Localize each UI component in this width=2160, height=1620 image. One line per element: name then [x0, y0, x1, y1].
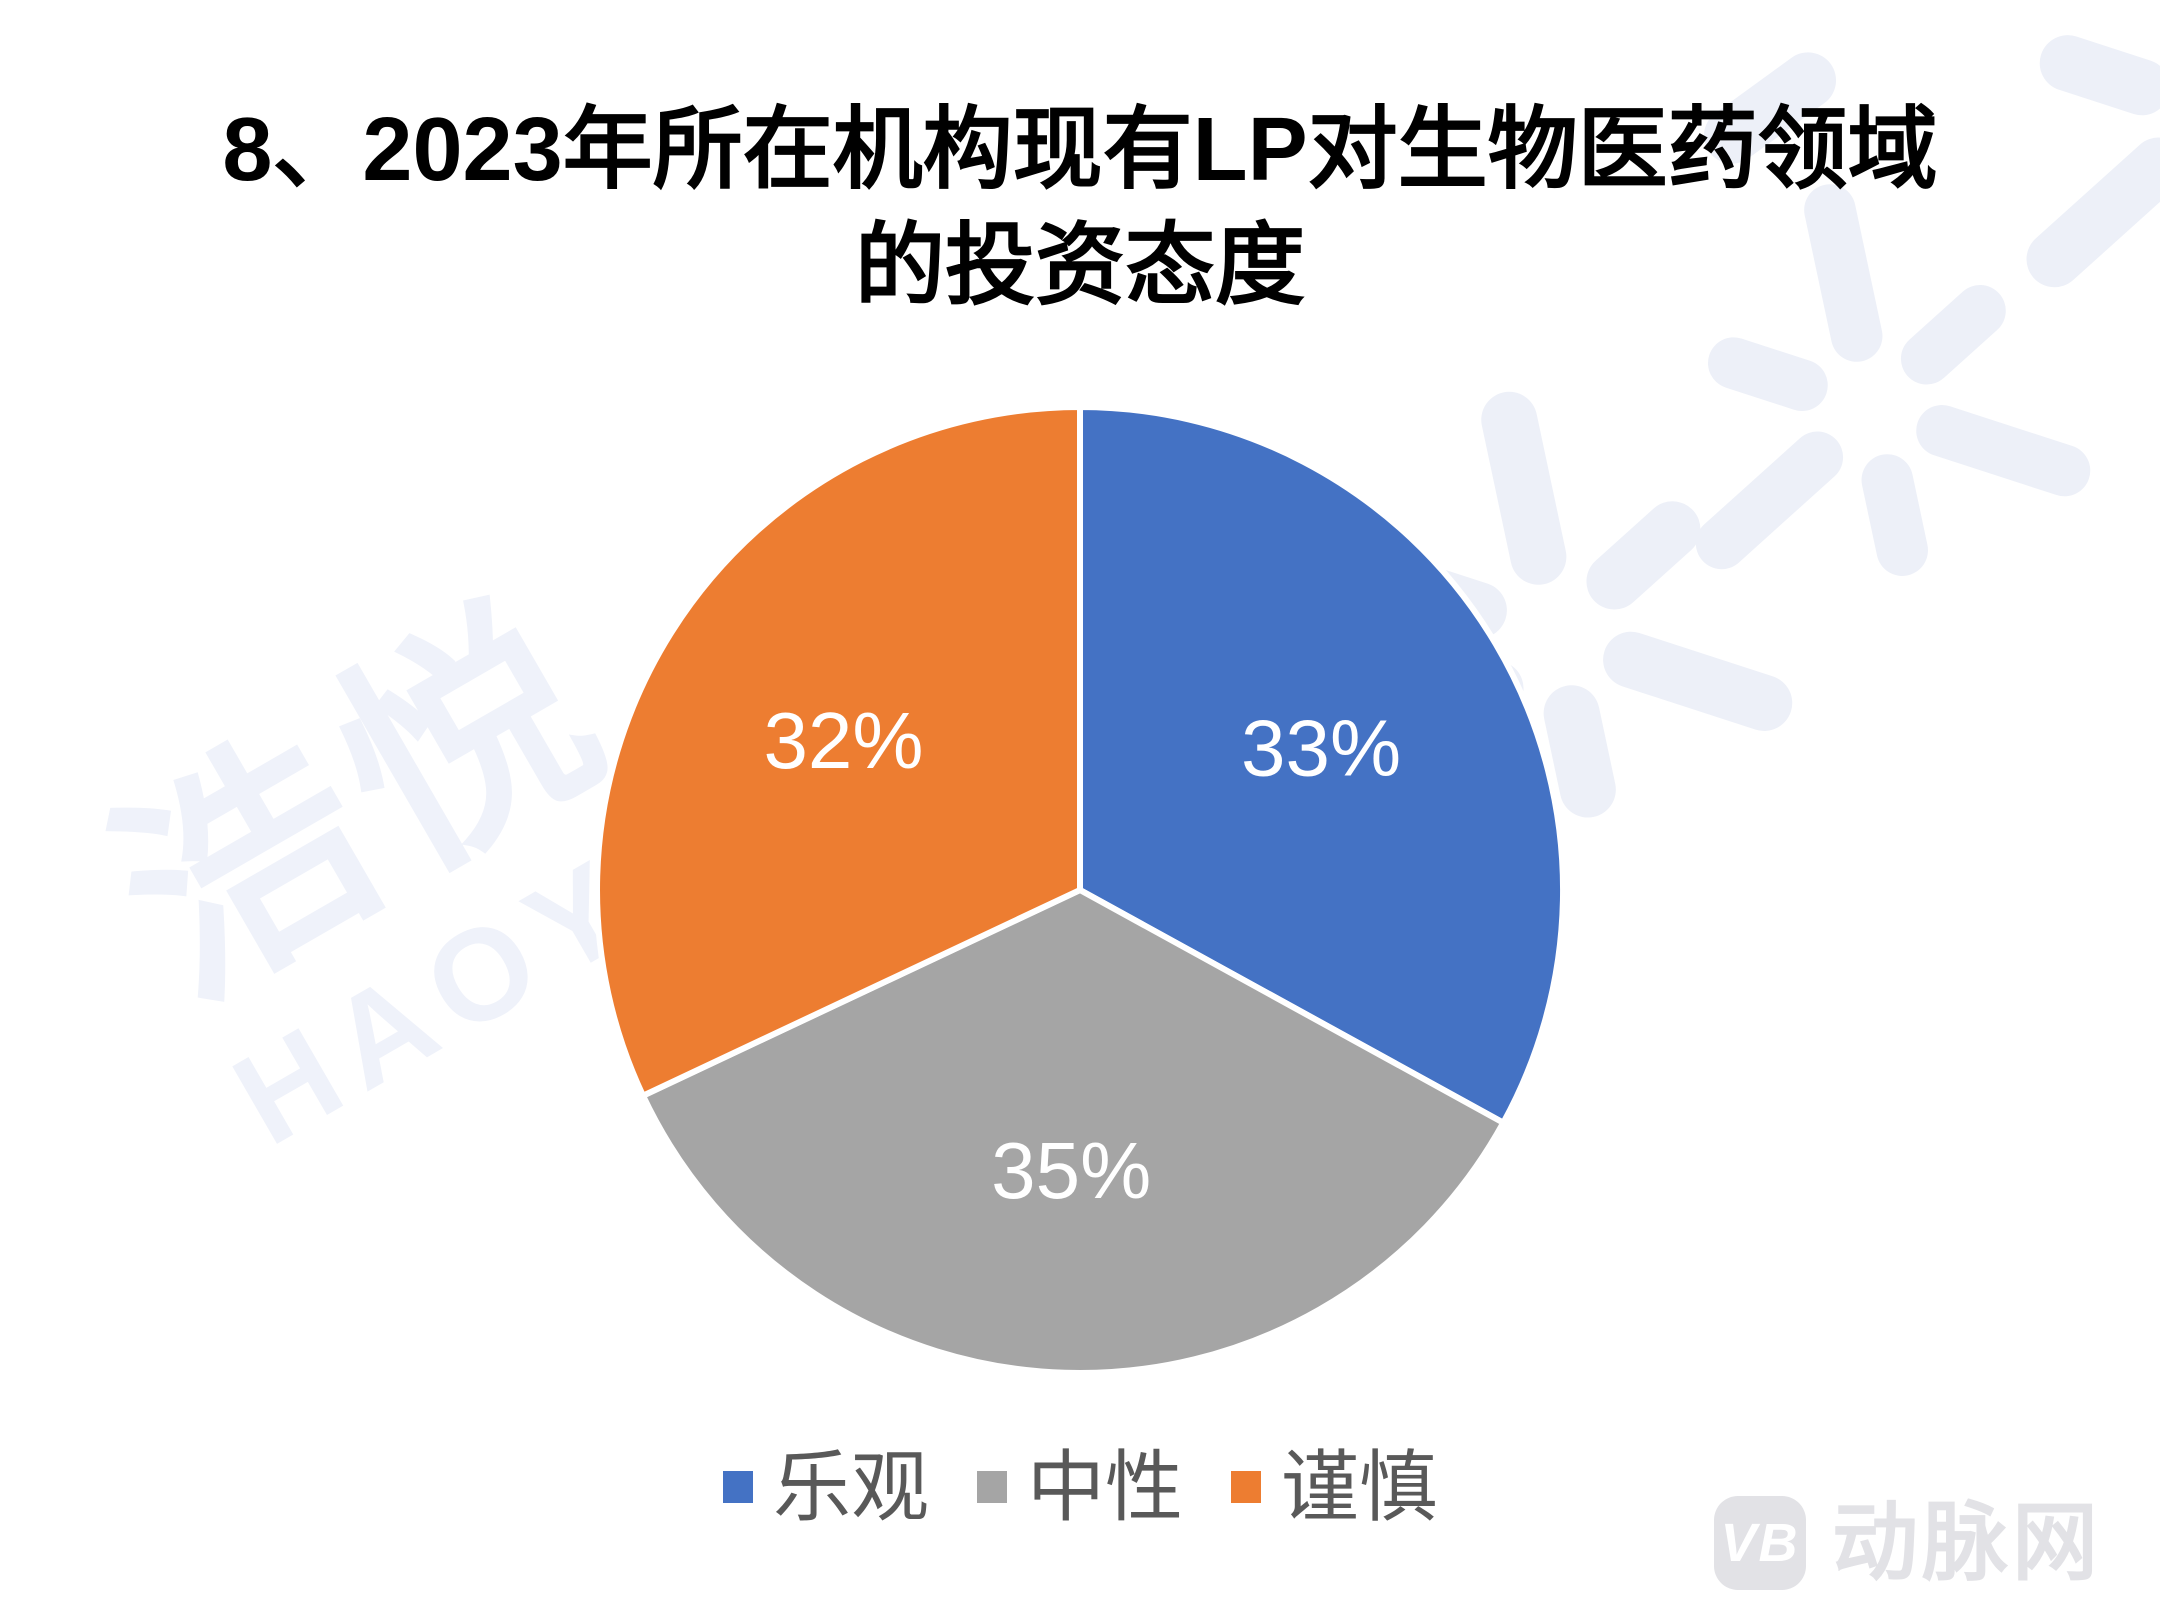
pie-data-label-1: 35%	[991, 1126, 1151, 1215]
capsule-shape	[1603, 631, 1793, 731]
legend-item-1: 中性	[976, 1443, 1183, 1531]
legend-swatch-1	[976, 1471, 1007, 1503]
capsule-shape	[2039, 35, 2160, 116]
legend-label-1: 中性	[1026, 1443, 1183, 1531]
pie-slice-0	[1077, 403, 1567, 1127]
pie-slice-1	[639, 886, 1508, 1377]
capsule-shape	[1804, 184, 1883, 362]
vb-dongmai-logo-watermark: VB 动脉网	[1714, 1496, 2102, 1590]
chart-title: 8、2023年所在机构现有LP对生物医药领域 的投资态度	[0, 92, 2160, 324]
legend-label-2: 谨慎	[1281, 1443, 1438, 1531]
vb-badge-icon: VB	[1714, 1496, 1806, 1590]
pie-data-label-0: 33%	[1241, 703, 1401, 792]
capsule-shape	[1900, 284, 2006, 385]
haoyue-spark-mark-1	[1695, 184, 2091, 576]
capsule-shape	[1707, 337, 1828, 412]
chart-legend: 乐观 中性 谨慎	[0, 1448, 2160, 1526]
chart-title-line-2: 的投资态度	[855, 216, 1305, 316]
haoyue-spark-mark-2	[2026, 0, 2160, 288]
capsule-shape	[1916, 404, 2091, 497]
capsule-shape	[1481, 391, 1567, 585]
legend-swatch-0	[722, 1471, 753, 1503]
legend-item-2: 谨慎	[1231, 1448, 1437, 1526]
legend-item-0: 乐观	[722, 1443, 929, 1531]
capsule-shape	[1695, 431, 1844, 570]
pie-data-label-2: 32%	[763, 696, 923, 785]
chart-title-line-1: 8、2023年所在机构现有LP对生物医药领域	[222, 100, 1938, 200]
capsule-shape	[1543, 685, 1616, 818]
capsule-shape	[2026, 137, 2160, 288]
capsule-shape	[1861, 454, 1928, 576]
capsule-shape	[1586, 501, 1701, 610]
capsule-shape-lone-1	[1703, 52, 1837, 164]
vb-logo-text: 动脉网	[1832, 1495, 2102, 1591]
legend-label-0: 乐观	[772, 1443, 929, 1531]
legend-swatch-2	[1231, 1471, 1261, 1503]
pie-slice-2	[594, 403, 1083, 1100]
